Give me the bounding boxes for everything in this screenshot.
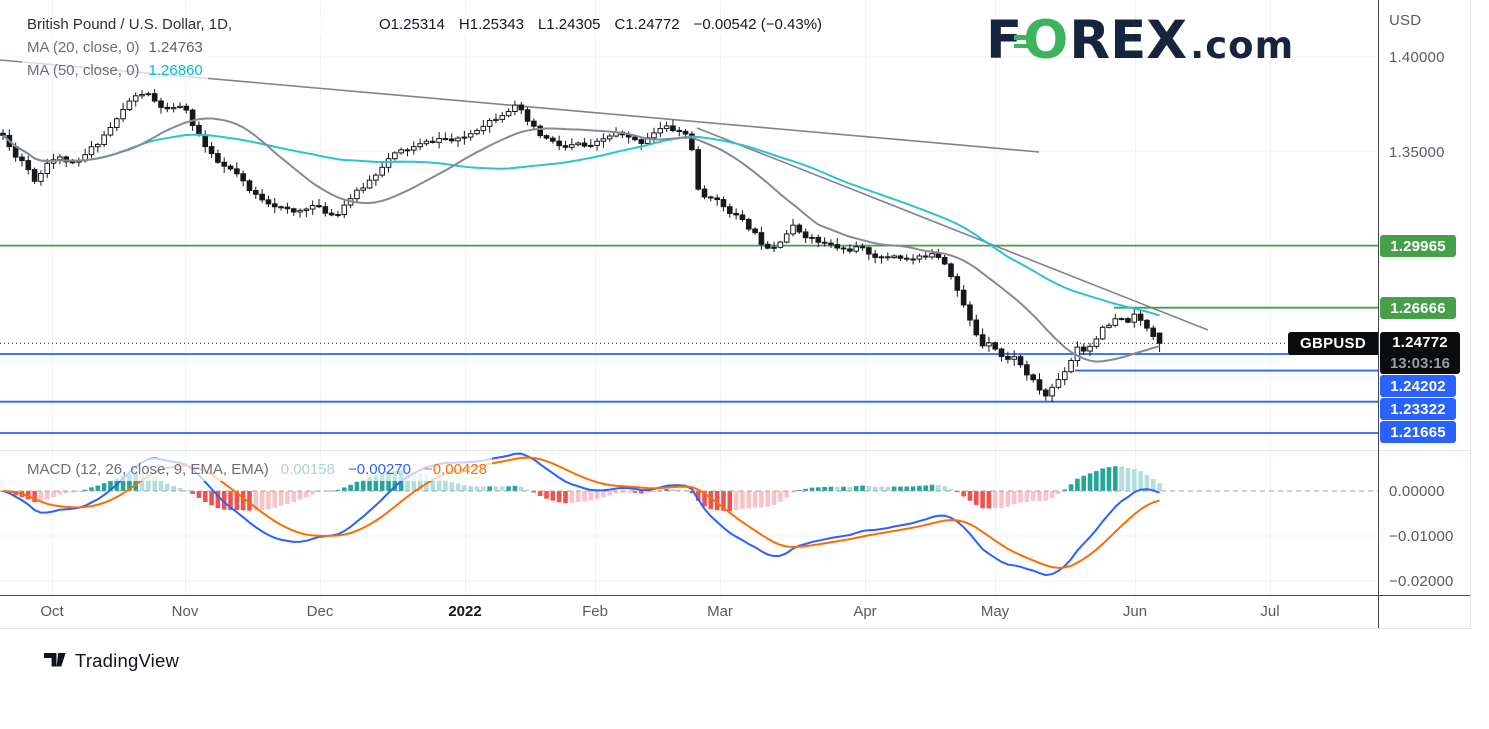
time-axis-border-top <box>0 595 1470 596</box>
price-change: −0.00542 (−0.43%) <box>693 16 823 33</box>
candlestick-series[interactable] <box>0 89 1163 403</box>
forex-logo-rex: REX <box>1069 10 1188 71</box>
pane-separator[interactable] <box>0 450 1470 451</box>
time-label-2022[interactable]: 2022 <box>448 603 482 620</box>
time-label-nov[interactable]: Nov <box>171 603 199 620</box>
price-tick-1-35[interactable]: 1.35000 <box>1389 144 1445 161</box>
macd-tick-0[interactable]: 0.00000 <box>1389 483 1445 500</box>
ohlc-open: O1.25314 <box>379 16 445 33</box>
symbol-title: British Pound / U.S. Dollar, 1D, <box>27 16 233 33</box>
symbol-legend-row[interactable]: British Pound / U.S. Dollar, 1D, O1.2531… <box>22 13 842 36</box>
level-badge-1-26666: 1.26666 <box>1380 297 1456 319</box>
symbol-tag: GBPUSD <box>1288 332 1378 355</box>
time-label-mar[interactable]: Mar <box>707 603 733 620</box>
trendlines[interactable] <box>0 59 1209 331</box>
ma50-line[interactable] <box>2 133 1160 317</box>
time-axis-border-bottom <box>0 628 1470 629</box>
last-price-badge: 1.24772 13:03:16 <box>1380 332 1460 374</box>
gridlines <box>0 0 1378 595</box>
price-tick-1-40[interactable]: 1.40000 <box>1389 49 1445 66</box>
level-badge-1-23322: 1.23322 <box>1380 398 1456 420</box>
ma20-label: MA (20, close, 0) <box>27 39 140 56</box>
ohlc-low: L1.24305 <box>537 16 601 33</box>
time-label-may[interactable]: May <box>980 603 1010 620</box>
ohlc-high: H1.25343 <box>458 16 524 33</box>
ma20-line[interactable] <box>2 117 1160 363</box>
time-label-oct[interactable]: Oct <box>40 603 64 620</box>
macd-line-value: −0.00270 <box>347 461 411 478</box>
last-price-value: 1.24772 <box>1392 334 1448 351</box>
macd-histogram[interactable] <box>0 466 1162 512</box>
price-scale-currency[interactable]: USD <box>1389 12 1422 29</box>
main-legend: British Pound / U.S. Dollar, 1D, O1.2531… <box>22 13 842 82</box>
macd-signal-value: −0.00428 <box>423 461 487 478</box>
axis-right-edge <box>1470 0 1471 629</box>
macd-histogram-value: 0.00158 <box>280 461 335 478</box>
time-label-jul[interactable]: Jul <box>1260 603 1280 620</box>
macd-label: MACD (12, 26, close, 9, EMA, EMA) <box>27 461 269 478</box>
macd-legend-row[interactable]: MACD (12, 26, close, 9, EMA, EMA) 0.0015… <box>22 458 492 481</box>
countdown-timer: 13:03:16 <box>1389 355 1451 372</box>
macd-tick-neg-0-01[interactable]: −0.01000 <box>1389 528 1454 545</box>
forex-logo-com: .com <box>1190 24 1295 67</box>
tradingview-logo[interactable]: TradingView <box>44 650 179 672</box>
time-label-jun[interactable]: Jun <box>1122 603 1148 620</box>
ma20-legend-row[interactable]: MA (20, close, 0) 1.24763 <box>22 36 208 59</box>
forex-com-watermark: F O REX .com <box>986 14 1294 67</box>
time-label-apr[interactable]: Apr <box>853 603 877 620</box>
price-scale-border <box>1378 0 1379 629</box>
time-label-dec[interactable]: Dec <box>306 603 334 620</box>
ma50-label: MA (50, close, 0) <box>27 62 140 79</box>
tradingview-logo-icon <box>44 652 66 666</box>
forex-logo-f: F <box>986 10 1023 71</box>
time-label-feb[interactable]: Feb <box>582 603 608 620</box>
ma50-legend-row[interactable]: MA (50, close, 0) 1.26860 <box>22 59 208 82</box>
ohlc-close: C1.24772 <box>614 16 680 33</box>
macd-tick-neg-0-02[interactable]: −0.02000 <box>1389 573 1454 590</box>
forex-logo-o-icon: O <box>1014 14 1068 67</box>
level-badge-1-21665: 1.21665 <box>1380 421 1456 443</box>
horizontal-levels[interactable] <box>0 244 1378 434</box>
level-badge-1-24202: 1.24202 <box>1380 375 1456 397</box>
level-badge-1-29965: 1.29965 <box>1380 235 1456 257</box>
ma50-value: 1.26860 <box>148 62 203 79</box>
forex-logo-bars-icon <box>1014 35 1037 48</box>
tradingview-brand-text: TradingView <box>75 650 180 671</box>
ma20-value: 1.24763 <box>148 39 203 56</box>
chart-canvas[interactable] <box>0 0 1378 629</box>
